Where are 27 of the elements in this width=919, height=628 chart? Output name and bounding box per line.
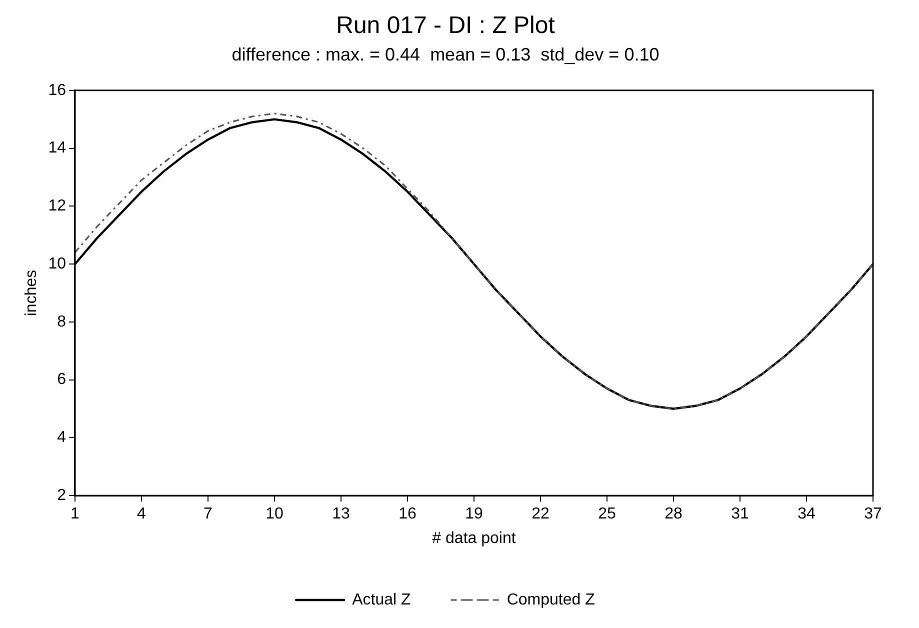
y-tick-label: 16	[48, 82, 66, 99]
x-tick-label: 7	[204, 506, 213, 523]
x-tick-label: 34	[798, 506, 816, 523]
x-tick-label: 28	[664, 506, 682, 523]
y-tick-label: 6	[57, 371, 66, 388]
y-tick-label: 4	[57, 429, 66, 446]
x-tick-label: 10	[266, 506, 284, 523]
x-tick-label: 1	[70, 506, 80, 523]
y-tick-label: 12	[48, 198, 66, 215]
x-tick-label: 37	[864, 506, 882, 523]
y-tick-label: 8	[57, 313, 66, 330]
x-axis-title: # data point	[432, 530, 516, 547]
y-tick-label: 2	[57, 487, 66, 504]
x-tick-label: 4	[137, 506, 146, 523]
chart-subtitle: difference : max. = 0.44 mean = 0.13 std_dev = 0.10	[232, 44, 660, 65]
chart-title: Run 017 - DI : Z Plot	[336, 12, 556, 40]
x-tick-label: 31	[731, 506, 749, 523]
y-axis-title: inches	[23, 270, 40, 316]
x-tick-label: 16	[398, 506, 416, 523]
y-tick-label: 10	[48, 255, 66, 272]
x-tick-label: 22	[532, 506, 550, 523]
x-tick-label: 25	[598, 506, 616, 523]
x-tick-label: 19	[465, 506, 483, 523]
legend-label: Actual Z	[352, 591, 412, 608]
y-tick-label: 14	[48, 140, 66, 157]
legend-label: Computed Z	[506, 591, 596, 608]
x-tick-label: 13	[332, 506, 350, 523]
